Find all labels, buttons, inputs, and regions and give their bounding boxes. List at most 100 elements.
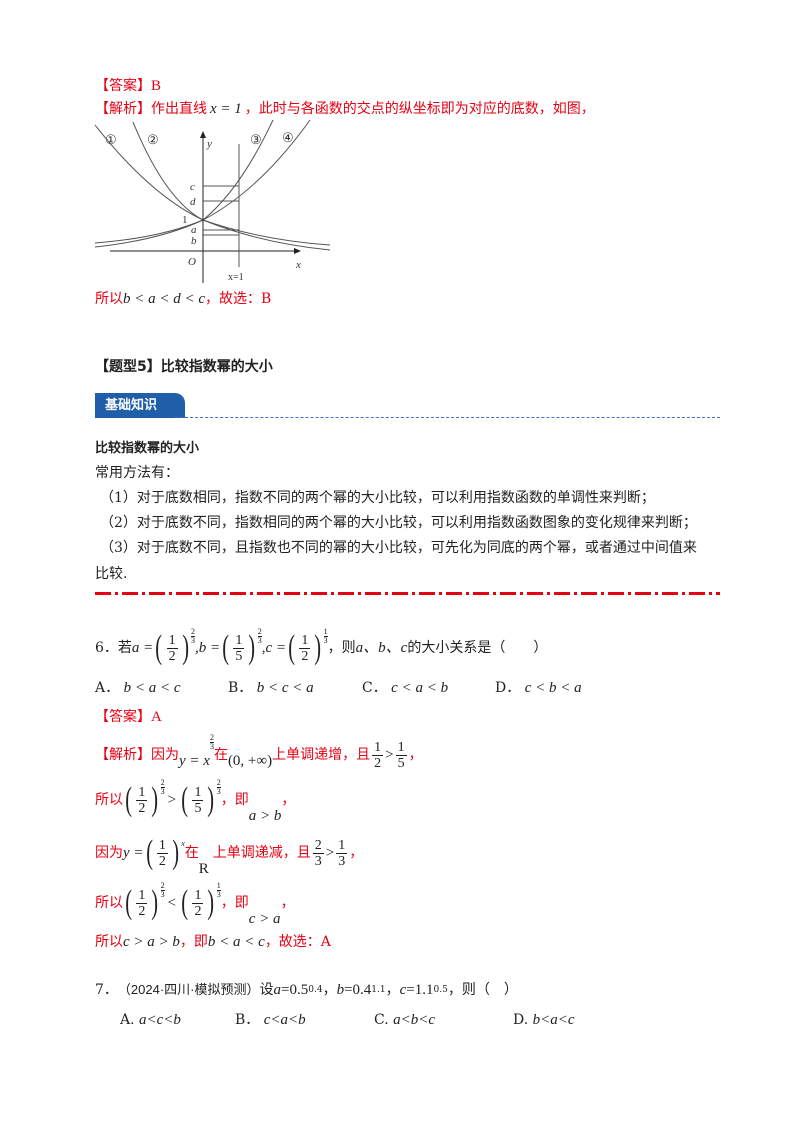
text: 作出直线 <box>151 101 207 117</box>
x-label: x <box>295 259 301 271</box>
text: 1 <box>372 739 384 756</box>
y-label: y <box>206 138 212 150</box>
text: 1 <box>136 784 148 801</box>
text: ， <box>281 792 296 808</box>
interval: (0, +∞) <box>227 753 273 769</box>
a-label: a <box>191 224 197 236</box>
text: 1 <box>299 632 311 649</box>
text: 2 <box>160 881 165 891</box>
option-c[interactable]: C． c < a < b <box>362 678 448 698</box>
text: 5 <box>397 755 405 771</box>
knowledge-item: （2）对于底数不同，指数相同的两个幂的大小比较，可以利用指数函数图象的变化规律来… <box>100 515 697 531</box>
text: 所以 <box>95 895 123 911</box>
text: 3 <box>257 636 262 645</box>
x-eq-1-label: x=1 <box>228 272 244 283</box>
text: > <box>325 845 335 861</box>
text: 1 <box>136 887 148 904</box>
text: 2 <box>216 778 221 788</box>
text: B． <box>235 1012 260 1028</box>
text: 2 <box>194 903 202 919</box>
text: 【解析】 <box>95 747 151 763</box>
text: 2 <box>374 755 382 771</box>
option-a[interactable]: A. a<c<b <box>120 1010 181 1030</box>
option-a[interactable]: A． b < a < c <box>95 678 180 698</box>
text: 1 <box>156 837 168 854</box>
knowledge-item: （3）对于底数不同，且指数也不同的幂的大小比较，可先化为同底的两个幂，或者通过中… <box>100 540 697 556</box>
text: 【答案】 <box>95 709 151 725</box>
text: 的大小关系是（ ） <box>407 640 548 656</box>
text: 所以 <box>95 934 123 950</box>
text: 1.1 <box>371 985 386 995</box>
text: c > a > b <box>123 934 180 950</box>
prev-conclusion: 所以 b < a < d < c ，故选：B <box>95 289 271 309</box>
paren-fifth: (1 5) <box>222 629 256 666</box>
text: 3 <box>160 787 165 796</box>
math: a > b <box>248 808 282 824</box>
text: =1.1 <box>406 982 434 998</box>
num: 1 <box>166 632 178 649</box>
text: ， <box>408 747 423 763</box>
text: a <box>273 982 282 998</box>
text: 因为 <box>95 845 123 861</box>
option-c[interactable]: C. a<b<c <box>374 1010 435 1030</box>
option-d[interactable]: D. b<a<c <box>513 1010 575 1030</box>
text: 2 <box>257 627 262 637</box>
text: 在 <box>184 845 199 861</box>
text: 2 <box>160 778 165 788</box>
text: 1 <box>233 632 245 649</box>
option-b[interactable]: B． c<a<b <box>235 1010 306 1030</box>
text: 3 <box>160 890 165 899</box>
text: =0.5 <box>281 982 309 998</box>
paren-half: (1 2) <box>288 629 322 666</box>
option-b[interactable]: B． b < c < a <box>228 678 314 698</box>
text: > <box>167 792 177 808</box>
text: 上单调递减，且 <box>212 845 311 861</box>
prev-analysis: 【解析】 作出直线 x = 1 ，此时与各函数的交点的纵坐标即为对应的底数，如图， <box>95 99 595 119</box>
text: 在 <box>213 747 228 763</box>
text: ，此时与各函数的交点的纵坐标即为对应的底数，如图， <box>244 101 595 117</box>
answer-value: B <box>151 78 162 94</box>
text: 1 <box>216 881 221 891</box>
text: 1 <box>323 627 328 637</box>
text: ，则 <box>327 640 356 656</box>
option-d[interactable]: D． c < b < a <box>495 678 582 698</box>
one-label: 1 <box>182 214 188 226</box>
label-1: ① <box>105 132 117 147</box>
text: B． <box>228 680 253 696</box>
text: 所以 <box>95 291 123 307</box>
text: 设 <box>259 982 274 998</box>
text: a<c<b <box>139 1012 181 1028</box>
text: c <box>399 982 407 998</box>
text: ，即 <box>179 934 208 950</box>
den: 2 <box>168 648 176 664</box>
text: 1 <box>395 739 407 756</box>
text: 0.5 <box>433 985 448 995</box>
label-3: ③ <box>250 132 262 147</box>
text: ，故选：A <box>264 934 331 950</box>
divider <box>175 417 720 418</box>
text: 3 <box>190 636 195 645</box>
text: 1 <box>192 887 204 904</box>
question-number: 6．若 <box>95 640 132 656</box>
math: a、b、c <box>355 640 408 656</box>
text: b < c < a <box>256 680 314 696</box>
paren-half: (1 2) <box>155 629 189 666</box>
text: 3 <box>216 787 221 796</box>
text: 5 <box>235 648 243 664</box>
label-2: ② <box>147 132 159 147</box>
text: A． <box>95 680 120 696</box>
text: 因为 <box>151 747 179 763</box>
text: 2 <box>312 837 324 854</box>
text: 3 <box>323 636 328 645</box>
text: ，即 <box>220 895 249 911</box>
text: 5 <box>194 800 202 816</box>
math: y = x <box>179 753 210 769</box>
text: A <box>151 709 162 725</box>
